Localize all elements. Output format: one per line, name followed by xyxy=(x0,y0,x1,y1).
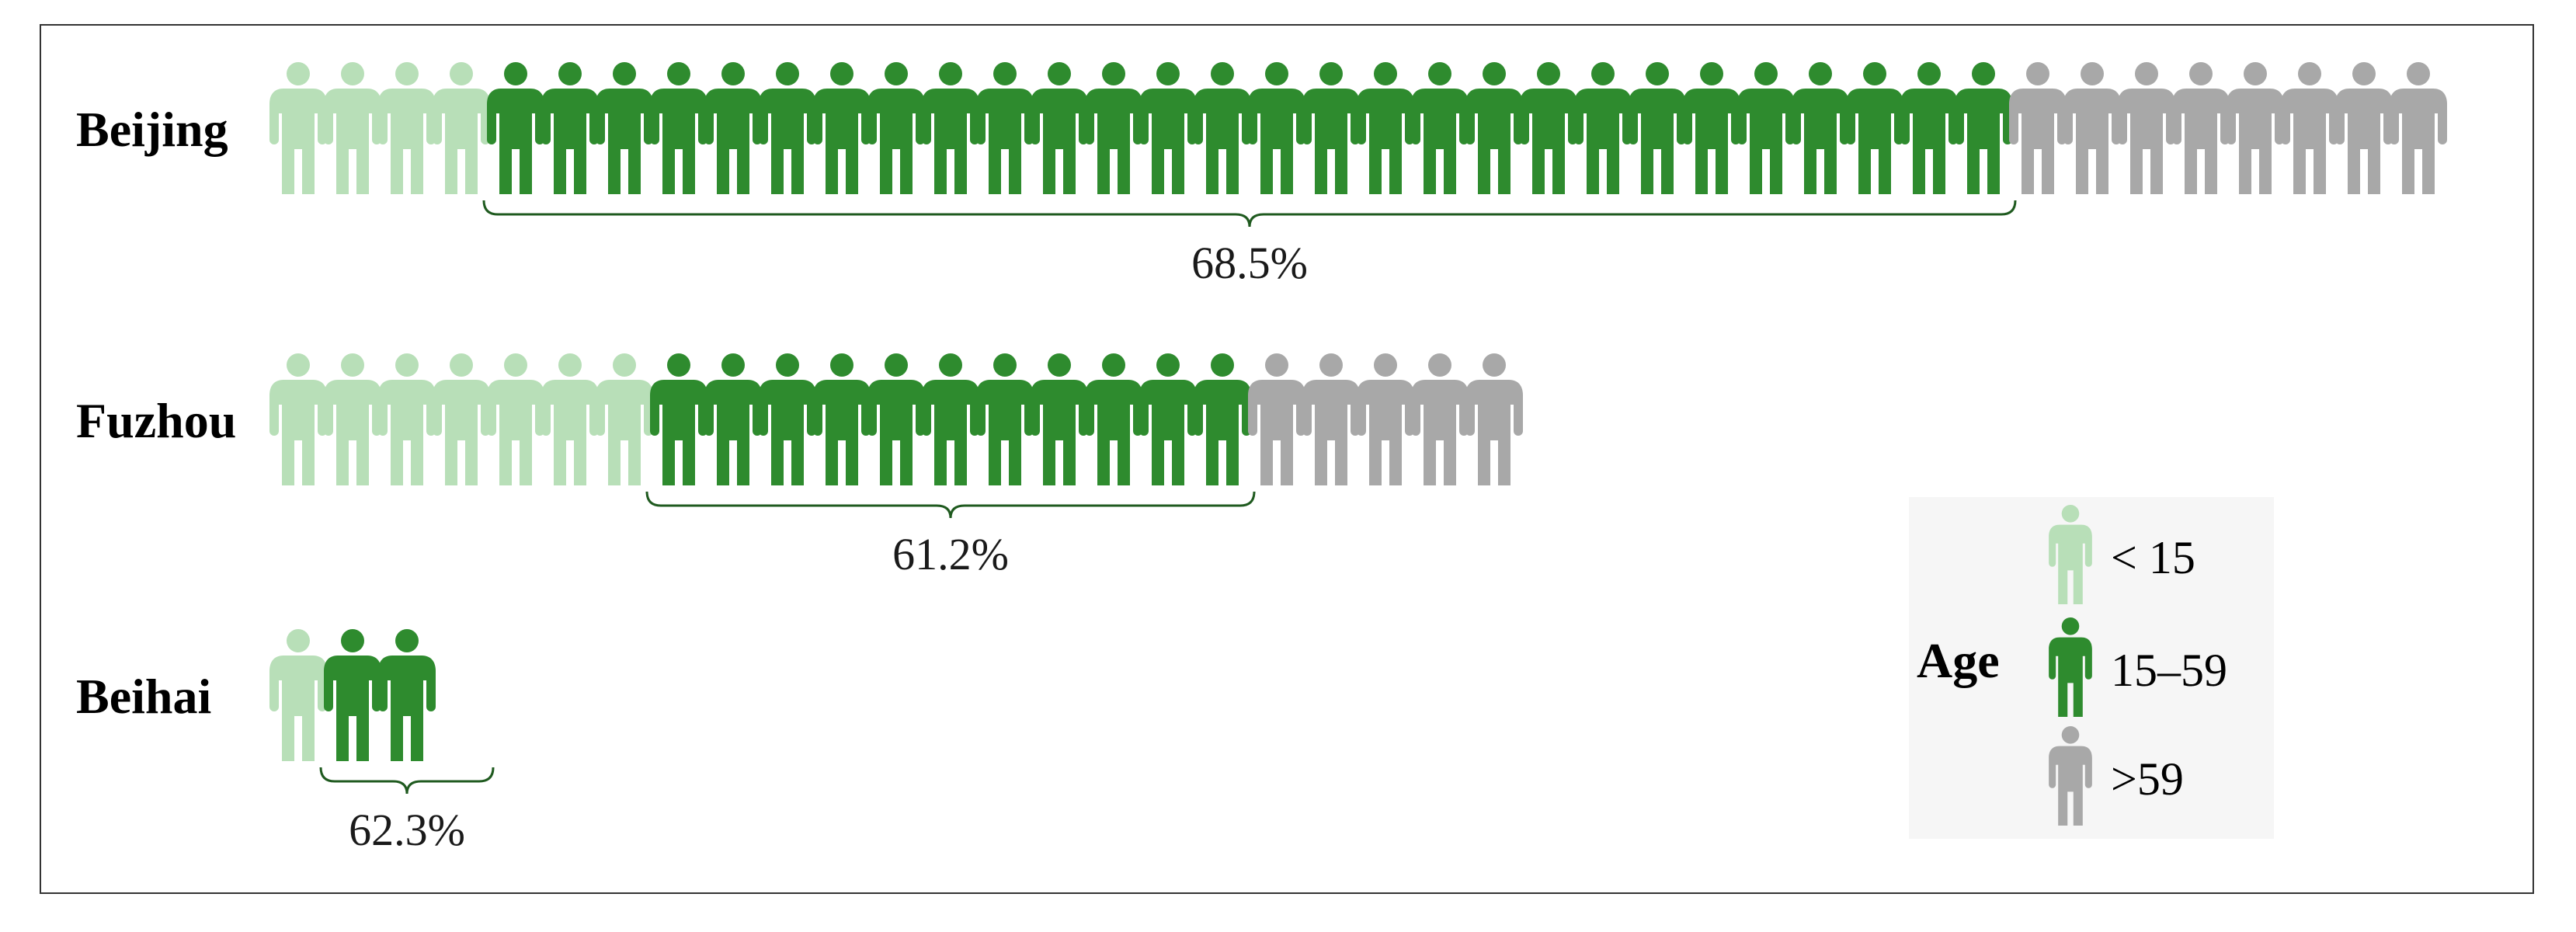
working-age-brace xyxy=(319,767,495,795)
row-beihai: Beihai 62.3% xyxy=(76,629,495,855)
legend-label: >59 xyxy=(2111,753,2184,805)
legend-label: 15–59 xyxy=(2111,645,2227,696)
city-label: Fuzhou xyxy=(76,393,236,448)
working-pct-label: 61.2% xyxy=(892,529,1009,579)
working-pct-label: 68.5% xyxy=(1191,238,1308,288)
legend: Age < 15 15–59 >59 xyxy=(1909,497,2274,839)
city-label: Beihai xyxy=(76,669,211,724)
row-fuzhou: Fuzhou 61.2% xyxy=(76,353,1523,579)
working-age-brace xyxy=(645,491,1256,519)
legend-entry-old: >59 xyxy=(2049,726,2184,826)
city-label: Beijing xyxy=(76,102,228,157)
legend-entry-working: 15–59 xyxy=(2049,617,2227,717)
legend-label: < 15 xyxy=(2111,532,2195,583)
working-pct-label: 62.3% xyxy=(349,805,465,855)
legend-entry-young: < 15 xyxy=(2049,505,2195,604)
legend-title: Age xyxy=(1917,633,2000,688)
row-beijing: Beijing 68.5% xyxy=(76,62,2447,288)
working-age-brace xyxy=(482,200,2017,228)
